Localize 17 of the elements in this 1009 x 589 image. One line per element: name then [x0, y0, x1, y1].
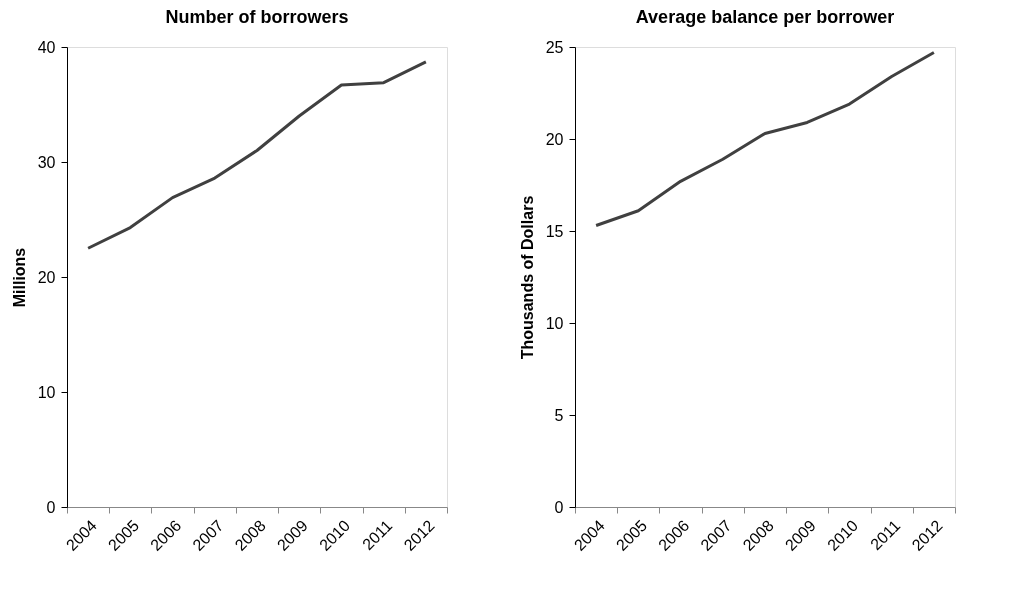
y-tick-label: 10	[545, 314, 564, 332]
line-series	[86, 60, 428, 250]
chart-title: Number of borrowers	[165, 7, 349, 27]
y-tick-label: 0	[46, 498, 56, 516]
y-tick-label: 20	[545, 130, 564, 148]
y-tick-label: 25	[545, 38, 564, 56]
y-tick-label: 40	[37, 38, 56, 56]
y-tick-label: 15	[545, 222, 564, 240]
y-tick-label: 0	[554, 498, 564, 516]
y-tick-label: 10	[37, 383, 56, 401]
line-series	[594, 51, 936, 227]
y-tick-label: 5	[554, 406, 564, 424]
y-tick-label: 20	[37, 268, 56, 286]
y-axis-title: Millions	[10, 247, 28, 308]
y-tick-label: 30	[37, 153, 56, 171]
y-axis-title: Thousands of Dollars	[518, 195, 536, 360]
chart-title: Average balance per borrower	[635, 7, 895, 27]
